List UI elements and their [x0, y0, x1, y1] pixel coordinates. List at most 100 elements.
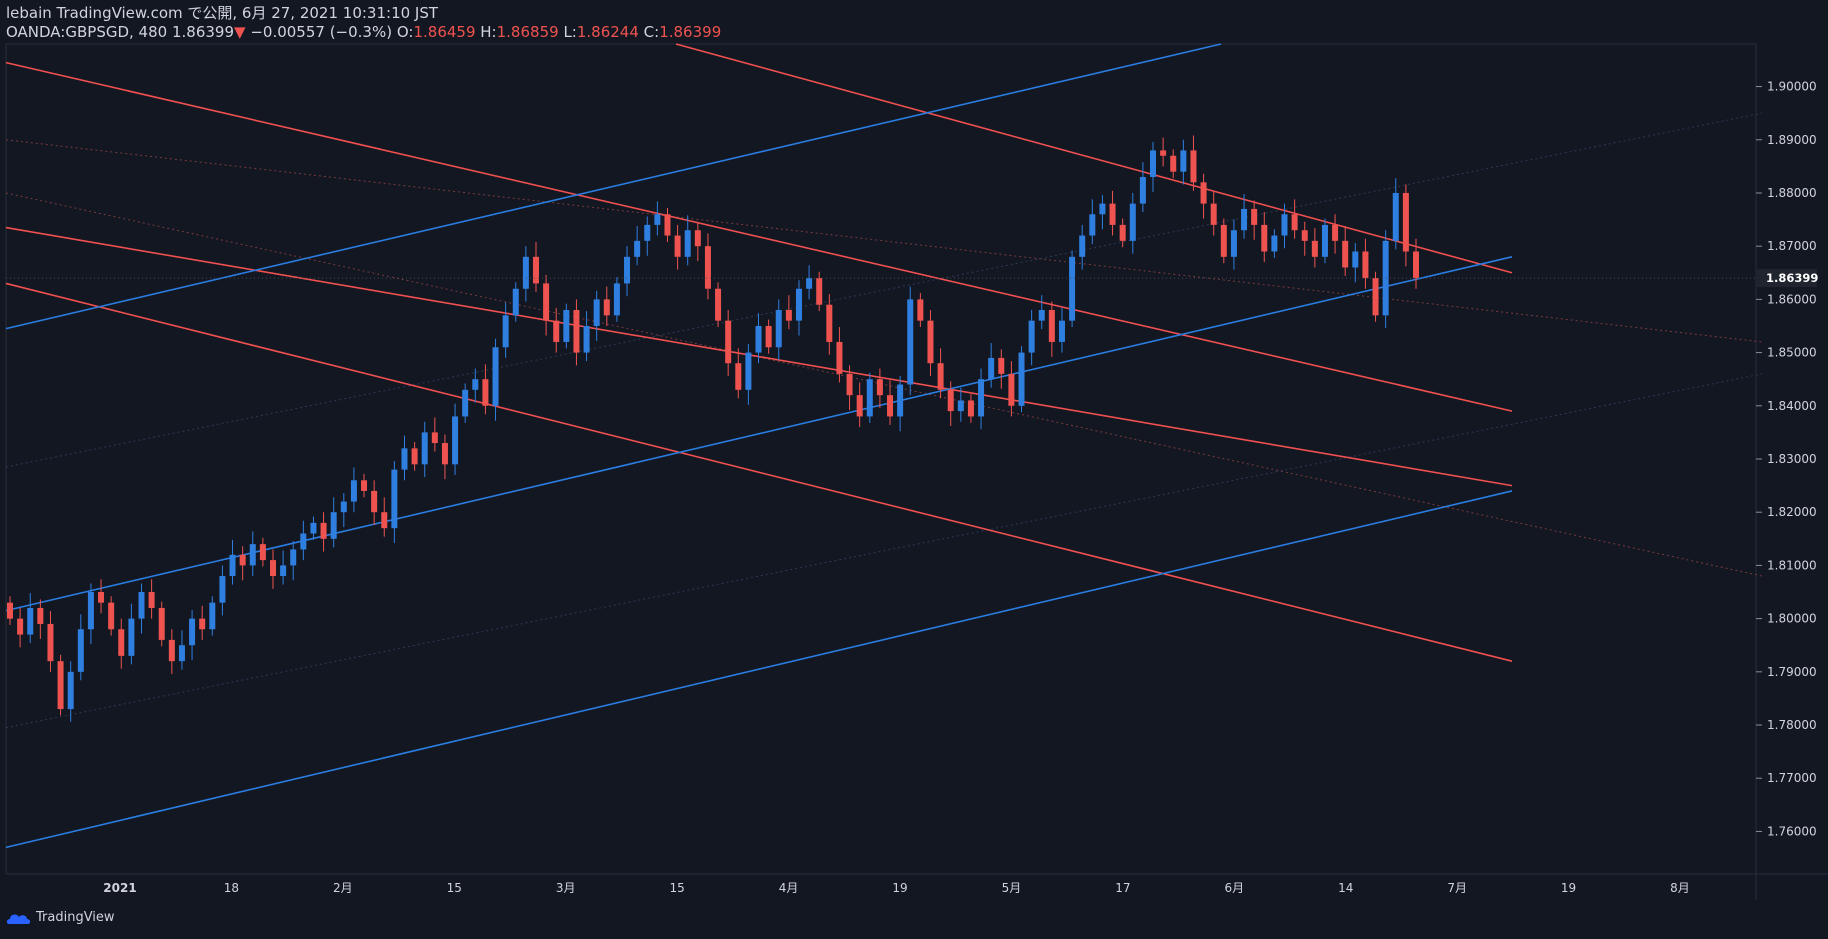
candle-body: [1079, 235, 1086, 257]
candle-body: [725, 320, 732, 364]
candle-body: [1402, 192, 1409, 252]
last-price-box: [1757, 269, 1817, 288]
candle-body: [1321, 224, 1328, 257]
candle-body: [806, 278, 813, 289]
candle-body: [1089, 214, 1096, 236]
candle-body: [1028, 320, 1035, 353]
price-tick-label: 1.84000: [1767, 399, 1817, 413]
trendlines[interactable]: [5, 43, 1513, 849]
candle-body: [249, 544, 256, 566]
candle-body: [441, 443, 448, 465]
candle-body: [765, 325, 772, 348]
candle-body: [876, 379, 883, 396]
candle-body: [947, 389, 954, 412]
low-label: L:: [563, 23, 577, 41]
price-axis[interactable]: 1.90000 1.89000 1.88000 1.87000 1.86000 1.850…: [6, 80, 1818, 839]
candle-body: [431, 432, 438, 444]
close-label: C:: [643, 23, 660, 41]
candle-body: [816, 278, 823, 305]
price-tick-label: 1.83000: [1767, 452, 1817, 466]
chart-header: lebain TradingView.com で公開, 6月 27, 2021 …: [6, 4, 721, 42]
candle-body: [735, 363, 742, 390]
candle-body: [128, 618, 135, 656]
candle-body: [1069, 256, 1076, 321]
candle-body: [988, 357, 995, 380]
time-tick-label: 15: [447, 881, 462, 895]
candle-body: [472, 379, 479, 390]
candle-body: [391, 469, 398, 529]
down-arrow-icon: ▼: [234, 23, 246, 41]
time-tick-label: 19: [1561, 881, 1576, 895]
close-value: 1.86399: [659, 23, 722, 41]
resistance-trendline[interactable]: [5, 282, 1513, 662]
ohlc-line: OANDA:GBPSGD, 480 1.86399▼ −0.00557 (−0.…: [6, 23, 721, 42]
candle-body: [532, 256, 539, 284]
candle-body: [219, 576, 226, 603]
candle-body: [118, 629, 125, 656]
channel-midline: [5, 112, 1763, 468]
candle-body: [613, 283, 620, 316]
candle-body: [1170, 155, 1177, 172]
support-trendline[interactable]: [5, 43, 1222, 330]
candle-body: [887, 395, 894, 417]
high-label: H:: [480, 23, 497, 41]
candle-body: [1210, 203, 1217, 225]
resistance-trendline[interactable]: [675, 43, 1513, 274]
candle-body: [583, 325, 590, 353]
candle-body: [1119, 224, 1126, 241]
price-tick-label: 1.79000: [1767, 665, 1817, 679]
candle-body: [573, 310, 580, 353]
candle-body: [553, 320, 560, 342]
time-tick-label: 18: [224, 881, 239, 895]
plot-area[interactable]: [5, 43, 1757, 875]
candle-body: [57, 661, 64, 710]
channel-midline: [5, 373, 1763, 729]
candle-body: [330, 512, 337, 539]
candles: [7, 135, 1419, 722]
candle-body: [98, 592, 105, 603]
support-trendline[interactable]: [5, 256, 1513, 612]
candle-body: [411, 448, 418, 465]
support-trendline[interactable]: [5, 490, 1513, 849]
candle-body: [1230, 230, 1237, 257]
candle-body: [1109, 203, 1116, 225]
candle-body: [957, 400, 964, 412]
price-tick-label: 1.90000: [1767, 80, 1817, 94]
tradingview-brand[interactable]: TradingView: [6, 910, 115, 925]
candle-body: [1261, 224, 1268, 252]
candle-body: [866, 379, 873, 417]
candle-body: [1220, 224, 1227, 257]
candle-body: [492, 347, 499, 406]
candle-body: [755, 325, 762, 353]
candle-body: [138, 592, 145, 619]
candle-body: [502, 315, 509, 348]
candle-body: [452, 416, 459, 465]
candle-body: [259, 544, 266, 561]
price-tick-label: 1.78000: [1767, 718, 1817, 732]
candle-body: [239, 554, 246, 566]
candle-body: [563, 310, 570, 342]
candle-body: [7, 602, 13, 619]
candle-body: [290, 549, 297, 566]
time-tick-label: 14: [1338, 881, 1353, 895]
price-tick-label: 1.87000: [1767, 239, 1817, 253]
price-tick-label: 1.88000: [1767, 186, 1817, 200]
candle-body: [543, 283, 550, 321]
candle-body: [522, 256, 529, 289]
candle-body: [694, 230, 701, 247]
high-value: 1.86859: [496, 23, 559, 41]
candle-body: [795, 288, 802, 321]
candle-body: [826, 304, 833, 342]
candle-body: [168, 639, 175, 662]
candle-body: [1281, 214, 1288, 236]
candle-body: [907, 299, 914, 385]
time-tick-label: 3月: [556, 881, 576, 895]
price-tick-label: 1.81000: [1767, 558, 1817, 572]
time-axis[interactable]: 2021 18 2月 15 3月 15 4月 19 5月 17 6月 14 7月 19 8月: [103, 881, 1690, 895]
price-tick-label: 1.86000: [1767, 292, 1817, 306]
resistance-trendline[interactable]: [5, 61, 1513, 412]
candle-body: [1251, 208, 1258, 225]
candle-body: [209, 602, 216, 630]
candle-body: [674, 235, 681, 257]
